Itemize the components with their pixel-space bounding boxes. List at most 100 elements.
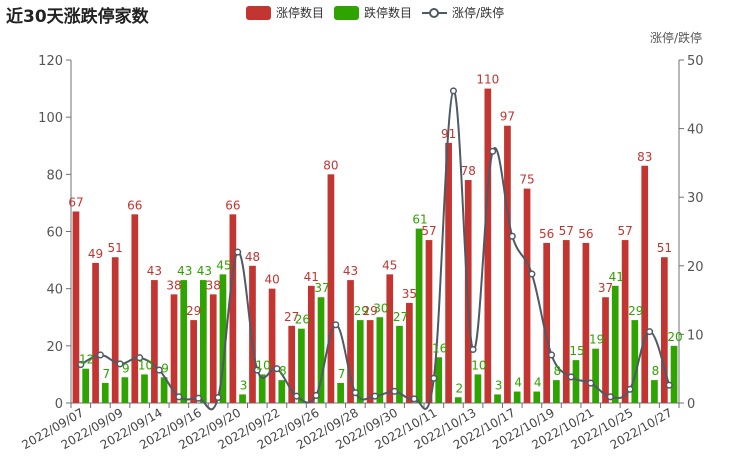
bar-limit-down: [592, 348, 599, 403]
bar-limit-up: [347, 280, 354, 403]
y-left-tick-label: 0: [55, 397, 63, 412]
bar-labels: 6712497519661043938432943384566348104082…: [68, 73, 682, 396]
ratio-point: [136, 354, 144, 362]
bar-limit-down: [631, 320, 639, 403]
ratio-point: [253, 366, 261, 374]
bar-limit-up: [131, 214, 139, 403]
bar-label-limit-up: 51: [657, 241, 672, 255]
bar-label-limit-up: 49: [88, 247, 103, 261]
bar-limit-up: [111, 257, 119, 403]
bar-limit-up: [307, 285, 315, 403]
ratio-line-path: [80, 89, 671, 411]
bar-label-limit-up: 57: [421, 224, 436, 238]
bar-limit-down: [454, 397, 462, 403]
bar-label-limit-up: 48: [245, 250, 260, 264]
bar-label-limit-up: 51: [108, 241, 123, 255]
ratio-point: [312, 391, 320, 400]
ratio-point: [116, 360, 124, 368]
bar-label-limit-down: 26: [295, 313, 310, 327]
bar-label-limit-down: 10: [138, 358, 153, 372]
ratio-point: [155, 366, 163, 374]
ratio-point: [626, 385, 634, 393]
bar-label-limit-down: 41: [609, 270, 624, 284]
y-left-tick-label: 20: [46, 340, 63, 355]
bar-label-limit-down: 61: [412, 213, 427, 227]
legend-item-limit-up[interactable]: 涨停数目: [246, 4, 324, 21]
bar-label-limit-down: 45: [216, 258, 231, 272]
bar-label-limit-up: 57: [617, 224, 632, 238]
bar-label-limit-up: 41: [304, 270, 319, 284]
ratio-point: [587, 379, 595, 387]
y-left-tick-label: 60: [46, 226, 63, 241]
bar-label-limit-up: 56: [578, 227, 593, 241]
bar-limit-up: [582, 242, 590, 403]
bar-limit-up: [190, 320, 197, 403]
bar-label-limit-down: 2: [455, 381, 463, 395]
bar-limit-up: [170, 294, 178, 403]
bar-limit-down: [199, 280, 207, 403]
bar-limit-down: [651, 380, 658, 403]
bar-limit-up: [386, 274, 394, 403]
bar-label-limit-up: 67: [68, 195, 83, 209]
bar-label-limit-up: 29: [363, 304, 378, 318]
bar-limit-up: [249, 265, 256, 403]
bar-label-limit-down: 27: [393, 310, 408, 324]
legend-item-ratio[interactable]: 涨停/跌停: [422, 4, 504, 21]
y-right-tick-label: 10: [687, 328, 704, 343]
bar-limit-down: [278, 380, 286, 403]
bar-limit-up: [229, 214, 237, 403]
bar-label-limit-up: 43: [147, 264, 162, 278]
bar-limit-up: [425, 240, 433, 403]
legend-item-limit-down[interactable]: 跌停数目: [334, 4, 412, 21]
bar-limit-up: [268, 288, 276, 403]
y-right-tick-label: 50: [687, 54, 704, 69]
bar-label-limit-down: 43: [177, 264, 192, 278]
bar-label-limit-up: 80: [323, 158, 338, 172]
ratio-point: [489, 147, 497, 155]
bar-limit-down: [180, 280, 188, 403]
bars: [72, 88, 678, 403]
bar-label-limit-down: 4: [534, 376, 542, 390]
bar-label-limit-down: 10: [256, 358, 271, 372]
ratio-point: [391, 387, 399, 395]
bar-limit-up: [327, 174, 335, 403]
bar-label-limit-up: 38: [166, 278, 181, 292]
bar-label-limit-up: 57: [559, 224, 574, 238]
ratio-point: [234, 248, 242, 256]
ratio-point: [449, 87, 458, 95]
ratio-point: [528, 270, 536, 278]
bar-limit-down: [572, 360, 580, 403]
bar-label-limit-down: 12: [79, 353, 94, 367]
bar-label-limit-down: 9: [122, 361, 130, 375]
legend: 涨停数目 跌停数目 涨停/跌停: [246, 4, 514, 21]
bar-limit-up: [660, 257, 668, 403]
bar-limit-down: [435, 357, 443, 403]
bar-limit-down: [396, 325, 403, 403]
bar-limit-down: [141, 374, 148, 403]
bar-label-limit-up: 45: [382, 258, 397, 272]
bar-label-limit-down: 7: [338, 367, 346, 381]
bar-limit-up: [641, 165, 649, 403]
legend-line-icon: [422, 6, 448, 20]
bar-limit-up: [484, 88, 492, 403]
bar-limit-up: [209, 294, 217, 403]
bar-limit-down: [376, 317, 384, 403]
bar-label-limit-down: 19: [589, 333, 604, 347]
bar-limit-up: [621, 240, 629, 403]
ratio-point: [469, 345, 477, 354]
bar-limit-down: [513, 391, 521, 403]
bar-limit-down: [101, 382, 109, 403]
bar-label-limit-up: 37: [598, 281, 613, 295]
bar-label-limit-up: 43: [343, 264, 358, 278]
y-left-tick-label: 100: [38, 111, 63, 126]
bar-limit-up: [602, 297, 609, 403]
bar-label-limit-down: 10: [471, 358, 486, 372]
ratio-point: [96, 351, 104, 359]
bar-limit-up: [92, 262, 99, 403]
bar-limit-down: [670, 345, 678, 403]
legend-label-limit-up: 涨停数目: [276, 6, 325, 20]
bar-label-limit-down: 15: [569, 344, 584, 358]
ratio-point: [194, 394, 203, 402]
bar-label-limit-up: 66: [127, 198, 142, 212]
